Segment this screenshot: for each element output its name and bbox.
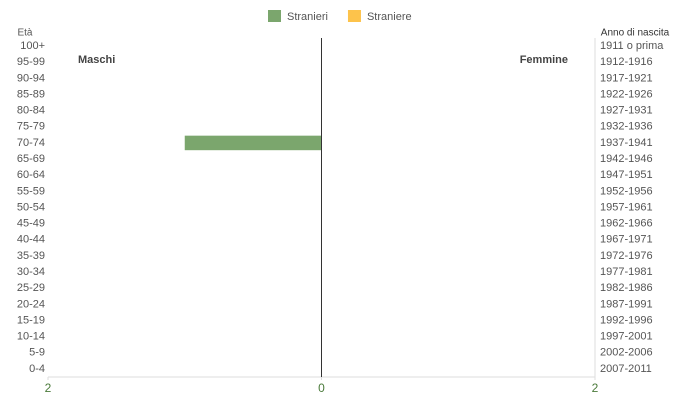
y-tick-label: 60-64 — [17, 169, 45, 181]
y2-tick-label: 1962-1966 — [600, 218, 653, 230]
x-tick-label: 0 — [318, 381, 325, 394]
legend-label: Straniere — [367, 11, 412, 23]
y2-tick-label: 1922-1926 — [600, 88, 653, 100]
y2-tick-label: 1997-2001 — [600, 331, 653, 343]
legend-label: Stranieri — [287, 11, 328, 23]
y-tick-label: 65-69 — [17, 153, 45, 165]
y-tick-label: 15-19 — [17, 314, 45, 326]
y-tick-label: 25-29 — [17, 282, 45, 294]
bar — [184, 135, 322, 151]
y2-tick-label: 1952-1956 — [600, 185, 653, 197]
y-tick-label: 100+ — [20, 40, 45, 52]
y-tick-label: 45-49 — [17, 218, 45, 230]
y-tick-label: 95-99 — [17, 56, 45, 68]
annotation: Femmine — [520, 54, 568, 66]
y-tick-label: 85-89 — [17, 88, 45, 100]
y-tick-label: 5-9 — [29, 347, 45, 359]
y2-tick-label: 1977-1981 — [600, 266, 653, 278]
y2-tick-label: 1947-1951 — [600, 169, 653, 181]
y2-tick-label: 1912-1916 — [600, 56, 653, 68]
legend-swatch — [268, 10, 281, 22]
y-tick-label: 80-84 — [17, 105, 45, 117]
y2-tick-label: 1911 o prima — [600, 40, 664, 52]
y2-tick-label: 1967-1971 — [600, 234, 653, 246]
y2-tick-label: 1992-1996 — [600, 314, 653, 326]
y-tick-label: 90-94 — [17, 72, 45, 84]
y-tick-label: 20-24 — [17, 298, 45, 310]
x-tick-label: 2 — [592, 381, 599, 394]
y2-tick-label: 1927-1931 — [600, 105, 653, 117]
y-tick-label: 0-4 — [29, 363, 45, 375]
legend-swatch — [347, 10, 361, 22]
x-tick-label: 2 — [45, 381, 52, 394]
y-tick-label: 55-59 — [17, 185, 45, 197]
y2-tick-label: 1957-1961 — [600, 201, 653, 213]
annotation: Maschi — [78, 54, 115, 66]
y2-tick-label: 2007-2011 — [600, 363, 652, 375]
y-tick-label: 70-74 — [17, 137, 45, 149]
y2-tick-label: 2002-2006 — [600, 347, 653, 359]
y-tick-label: 50-54 — [17, 201, 45, 213]
y2-tick-label: 1937-1941 — [600, 137, 653, 149]
y-tick-label: 10-14 — [17, 331, 45, 343]
y2-tick-label: 1932-1936 — [600, 121, 653, 133]
y-tick-label: 30-34 — [17, 266, 45, 278]
y2-tick-label: 1917-1921 — [600, 72, 653, 84]
y2-tick-label: 1982-1986 — [600, 282, 653, 294]
y-tick-label: 40-44 — [17, 234, 45, 246]
y2-tick-label: 1972-1976 — [600, 250, 653, 262]
y2-tick-label: 1987-1991 — [600, 298, 653, 310]
y-tick-label: 35-39 — [17, 250, 45, 262]
y-tick-label: 75-79 — [17, 121, 45, 133]
y2-tick-label: 1942-1946 — [600, 153, 653, 165]
y-axis-title: Età — [17, 28, 32, 39]
y2-axis-title: Anno di nascita — [601, 28, 670, 39]
